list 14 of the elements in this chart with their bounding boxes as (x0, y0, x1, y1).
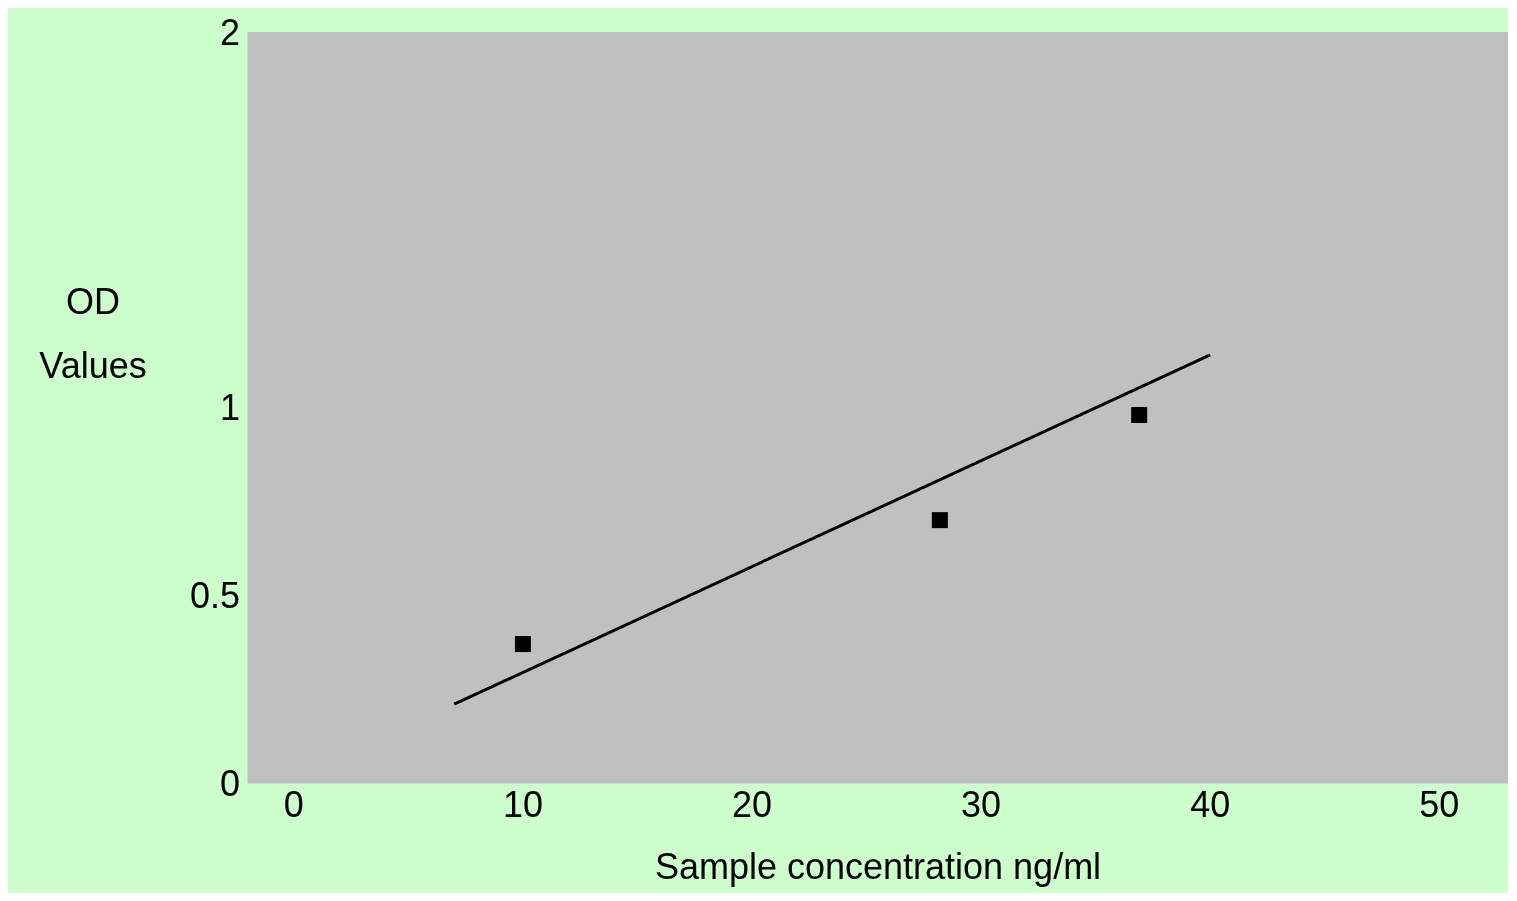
x-axis-title: Sample concentration ng/ml (654, 846, 1102, 887)
point (931, 512, 948, 529)
x-tick-label: 0 (283, 783, 304, 825)
x-tick-label: 50 (1419, 783, 1460, 825)
y-tick-label: 0.5 (189, 575, 240, 617)
x-tick-label: 10 (502, 783, 543, 825)
point (514, 636, 531, 653)
x-tick-label: 20 (731, 783, 773, 825)
y-tick-label: 2 (219, 11, 240, 53)
y-tick-label: 1 (219, 387, 240, 429)
x-tick-label: 30 (961, 783, 1002, 825)
point (1131, 407, 1148, 424)
x-tick-label: 40 (1190, 783, 1231, 825)
y-axis-title: OD Values (38, 280, 148, 388)
